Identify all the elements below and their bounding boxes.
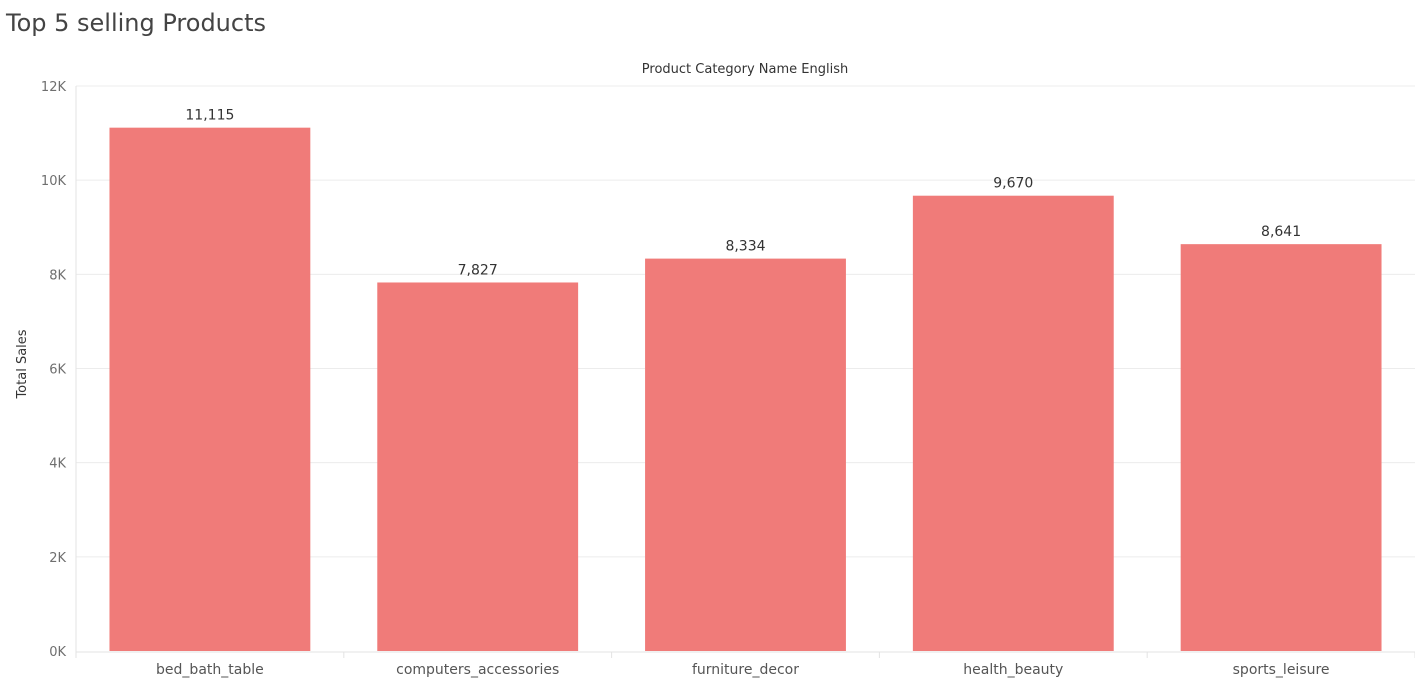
x-category-label: sports_leisure	[1233, 662, 1330, 678]
data-label: 8,334	[725, 239, 765, 255]
bar-bed-bath-table[interactable]	[109, 127, 311, 651]
bar-computers-accessories[interactable]	[377, 282, 579, 651]
bars	[109, 127, 1382, 651]
data-label: 8,641	[1261, 224, 1301, 240]
axes: Product Category Name English Total Sale…	[15, 62, 848, 400]
data-label: 7,827	[458, 262, 498, 278]
bar-sports-leisure[interactable]	[1180, 244, 1382, 651]
data-labels: 11,115 7,827 8,334 9,670 8,641	[185, 108, 1301, 279]
bar-health-beauty[interactable]	[912, 195, 1114, 651]
y-tick-label: 6K	[49, 363, 66, 378]
y-tick-label: 10K	[41, 174, 67, 189]
y-tick-label: 0K	[49, 645, 66, 660]
y-tick-label: 12K	[41, 80, 67, 95]
y-axis-title: Total Sales	[15, 329, 30, 399]
x-category-label: computers_accessories	[396, 662, 559, 678]
y-tick-label: 4K	[49, 457, 66, 472]
data-label: 9,670	[993, 176, 1033, 192]
x-axis-title: Product Category Name English	[642, 62, 848, 77]
data-label: 11,115	[185, 108, 234, 124]
x-category-label: furniture_decor	[692, 662, 799, 678]
y-axis-ticks: 0K 2K 4K 6K 8K 10K 12K	[41, 80, 67, 660]
bar-furniture-decor[interactable]	[645, 258, 846, 651]
x-category-label: health_beauty	[963, 662, 1063, 678]
y-tick-label: 8K	[49, 268, 66, 283]
y-tick-label: 2K	[49, 551, 66, 566]
x-category-label: bed_bath_table	[156, 662, 264, 678]
x-axis-categories: bed_bath_table computers_accessories furni…	[156, 662, 1329, 678]
chart-title: Top 5 selling Products	[6, 9, 267, 37]
